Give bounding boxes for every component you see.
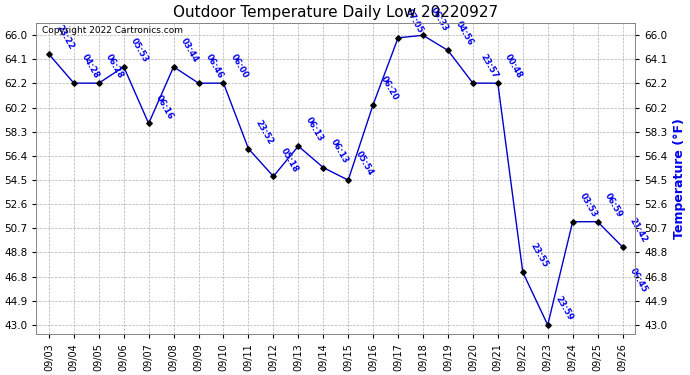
- Text: 03:44: 03:44: [179, 36, 200, 64]
- Title: Outdoor Temperature Daily Low 20220927: Outdoor Temperature Daily Low 20220927: [173, 5, 498, 20]
- Text: 06:46: 06:46: [204, 53, 225, 80]
- Text: 23:55: 23:55: [529, 242, 549, 269]
- Text: 06:13: 06:13: [329, 137, 350, 165]
- Text: 07:05: 07:05: [404, 8, 424, 35]
- Text: 06:33: 06:33: [428, 5, 450, 33]
- Text: 04:28: 04:28: [79, 53, 101, 80]
- Text: 04:56: 04:56: [453, 20, 475, 48]
- Text: 06:20: 06:20: [379, 74, 400, 102]
- Text: 23:52: 23:52: [254, 118, 275, 146]
- Text: 23:57: 23:57: [478, 53, 500, 80]
- Text: 23:59: 23:59: [553, 295, 574, 322]
- Y-axis label: Temperature (°F): Temperature (°F): [673, 118, 686, 239]
- Text: 05:53: 05:53: [129, 36, 150, 64]
- Text: 06:00: 06:00: [229, 53, 250, 80]
- Text: 05:18: 05:18: [279, 146, 300, 174]
- Text: 23:22: 23:22: [55, 24, 76, 51]
- Text: 06:59: 06:59: [603, 191, 624, 219]
- Text: 06:16: 06:16: [155, 93, 175, 121]
- Text: 06:28: 06:28: [104, 53, 126, 80]
- Text: 00:48: 00:48: [504, 53, 524, 80]
- Text: 06:45: 06:45: [628, 266, 649, 294]
- Text: 06:13: 06:13: [304, 116, 325, 143]
- Text: 03:53: 03:53: [578, 192, 599, 219]
- Text: Copyright 2022 Cartronics.com: Copyright 2022 Cartronics.com: [42, 26, 184, 35]
- Text: 05:54: 05:54: [354, 150, 375, 177]
- Text: 21:42: 21:42: [628, 216, 649, 244]
